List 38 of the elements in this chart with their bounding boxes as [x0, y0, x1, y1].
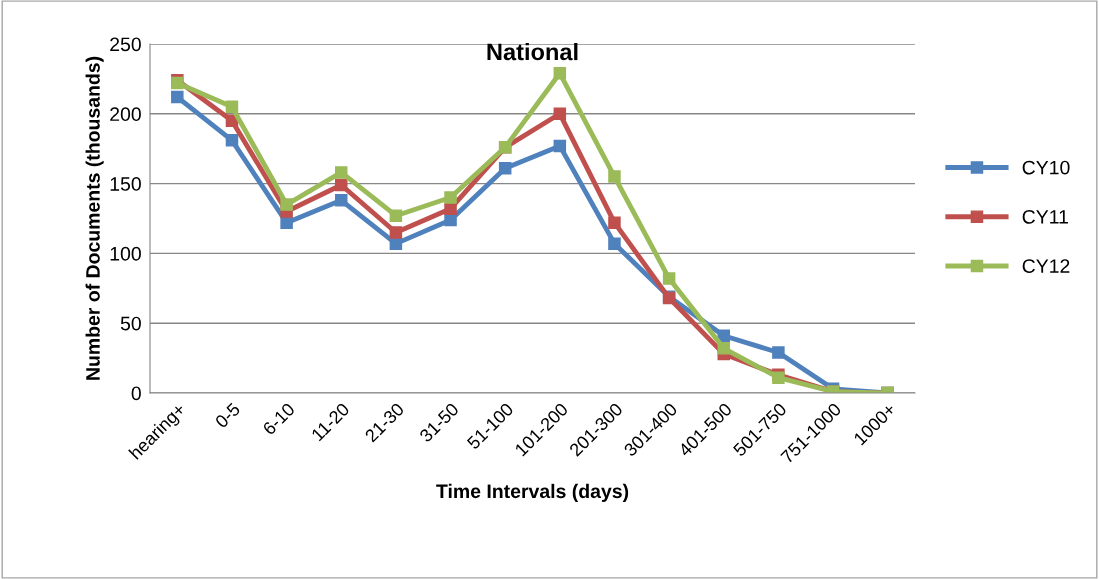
- point: [717, 342, 731, 355]
- y-axis-title: Number of Documents (thousands): [85, 56, 104, 380]
- legend-label: CY11: [1022, 209, 1068, 224]
- point: [280, 198, 293, 211]
- chart-title: National: [487, 42, 578, 61]
- point: [171, 90, 184, 104]
- point: [334, 194, 348, 207]
- point: [225, 134, 239, 147]
- point: [553, 107, 567, 121]
- point: [280, 216, 293, 229]
- x-tick-label: 6-10: [262, 402, 296, 436]
- point: [608, 237, 621, 250]
- x-tick-label: 0-5: [214, 402, 241, 429]
- point: [772, 346, 785, 359]
- point: [553, 67, 567, 80]
- point: [444, 202, 457, 215]
- point: [334, 178, 348, 192]
- point: [498, 161, 512, 175]
- y-tick-label: 200: [110, 107, 141, 122]
- point: [608, 216, 621, 229]
- point: [444, 213, 457, 227]
- y-tick-label: 150: [110, 177, 141, 191]
- point: [553, 139, 567, 153]
- point: [225, 100, 239, 114]
- x-axis-title: Time Intervals (days): [436, 483, 629, 502]
- point: [444, 191, 457, 204]
- point: [334, 166, 348, 179]
- legend-label: CY10: [1022, 160, 1070, 175]
- y-tick-label: 250: [110, 37, 141, 52]
- point: [389, 209, 403, 222]
- point: [717, 329, 731, 343]
- y-tick-label: 0: [131, 386, 141, 401]
- point: [389, 226, 403, 239]
- y-tick-label: 100: [110, 246, 141, 261]
- y-tick-label: 50: [120, 316, 141, 331]
- point: [662, 272, 676, 285]
- point: [608, 170, 621, 183]
- legend-label: CY12: [1022, 259, 1070, 273]
